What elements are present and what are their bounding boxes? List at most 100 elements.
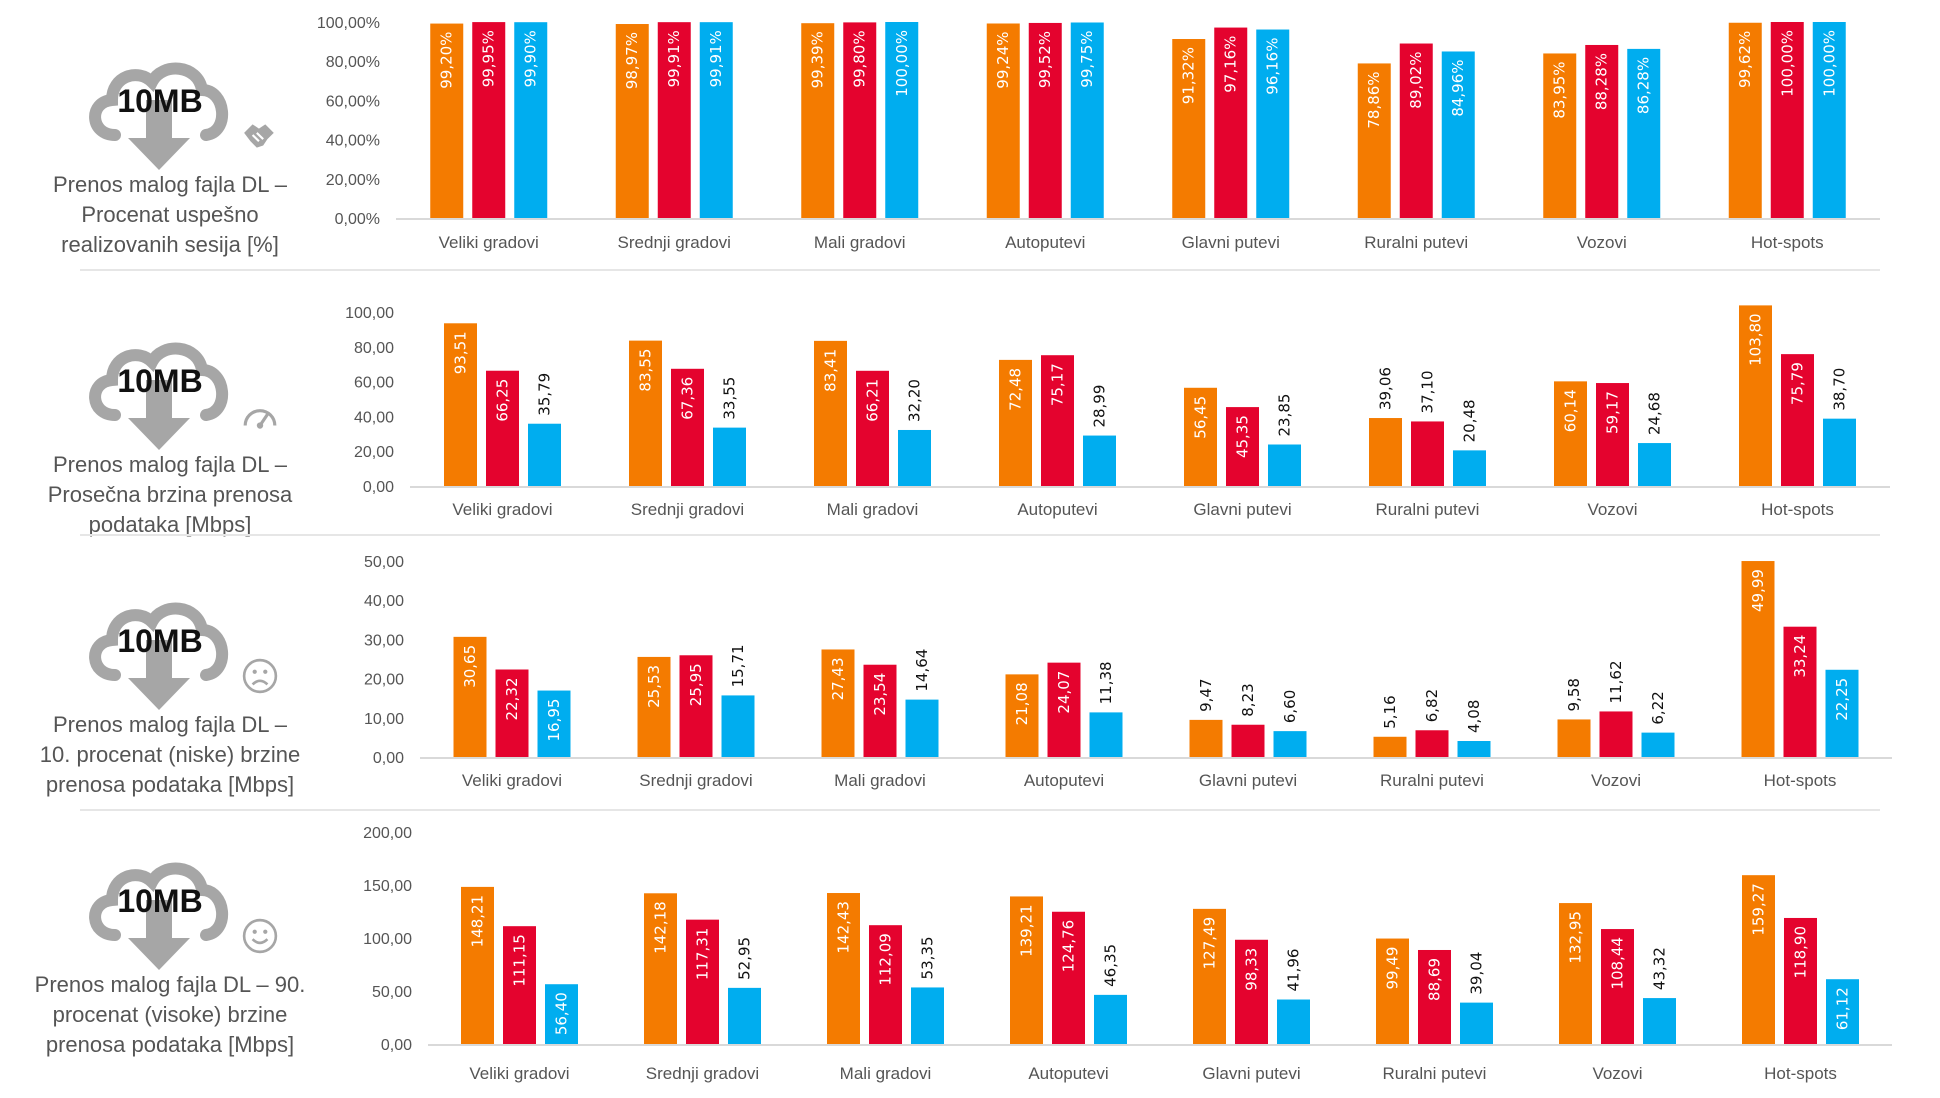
bar	[1770, 22, 1804, 218]
file-size-badge: 10MB	[117, 363, 202, 399]
data-label: 118,90	[1792, 926, 1810, 979]
bar	[430, 23, 464, 219]
chart-title-line: Prenos malog fajla DL –	[53, 712, 287, 737]
data-label: 46,35	[1102, 944, 1120, 987]
row-separator	[80, 809, 1880, 811]
y-tick-label: 0,00%	[335, 211, 380, 228]
data-label: 96,16%	[1264, 38, 1282, 95]
bar	[453, 636, 487, 757]
bar	[1739, 305, 1772, 486]
y-tick-label: 30,00	[364, 632, 404, 649]
bar	[1273, 731, 1307, 757]
y-tick-label: 150,00	[363, 878, 412, 895]
bar	[905, 699, 939, 757]
data-label: 9,47	[1197, 678, 1215, 711]
bar	[869, 925, 902, 1044]
data-label: 99,24%	[994, 31, 1012, 88]
bar	[1231, 724, 1265, 757]
y-tick-label: 10,00	[364, 711, 404, 728]
bar	[1784, 917, 1817, 1044]
data-label: 37,10	[1419, 370, 1437, 413]
category-label: Vozovi	[1592, 1064, 1642, 1083]
bar	[1193, 908, 1226, 1044]
data-label: 84,96%	[1449, 59, 1467, 116]
data-label: 97,16%	[1222, 36, 1240, 93]
cloud-download-icon: 10MB	[89, 62, 228, 170]
category-label: Ruralni putevi	[1380, 771, 1484, 790]
data-label: 142,18	[652, 901, 670, 954]
bar	[1638, 443, 1671, 486]
bar	[1627, 48, 1661, 218]
y-tick-label: 0,00	[381, 1037, 412, 1054]
bar	[898, 429, 931, 486]
data-label: 142,43	[835, 901, 853, 954]
data-label: 41,96	[1285, 949, 1303, 992]
data-label: 78,86%	[1365, 71, 1383, 128]
category-label: Glavni putevi	[1199, 771, 1297, 790]
data-label: 83,95%	[1551, 61, 1569, 118]
chart-legend-panel: 10MB Prenos malog fajla DL – Prosečna brz…	[20, 320, 320, 540]
data-label: 112,09	[877, 933, 895, 986]
data-label: 23,54	[871, 673, 889, 716]
category-label: Hot-spots	[1761, 500, 1834, 519]
data-label: 98,97%	[623, 32, 641, 89]
data-label: 25,95	[687, 663, 705, 706]
cloud-download-icon: 10MB	[89, 862, 228, 970]
data-label: 108,44	[1609, 937, 1627, 990]
data-label: 89,02%	[1407, 52, 1425, 109]
data-label: 52,95	[736, 937, 754, 980]
bar	[1457, 741, 1491, 757]
data-label: 11,38	[1097, 661, 1115, 704]
bar	[1559, 903, 1592, 1044]
bar	[911, 987, 944, 1044]
data-label: 60,14	[1562, 389, 1580, 432]
y-tick-label: 100,00%	[317, 15, 380, 32]
bar	[801, 23, 835, 218]
data-label: 83,55	[637, 349, 655, 392]
bar	[1599, 711, 1633, 757]
data-label: 99,90%	[522, 30, 540, 87]
category-label: Ruralni putevi	[1376, 500, 1480, 519]
data-label: 39,04	[1468, 952, 1486, 995]
bar	[1226, 407, 1259, 486]
y-tick-label: 200,00	[363, 825, 412, 842]
data-label: 127,49	[1201, 917, 1219, 970]
y-tick-label: 40,00	[354, 409, 394, 426]
data-label: 43,32	[1651, 947, 1669, 990]
category-label: Autoputevi	[1017, 500, 1097, 519]
bar	[1089, 712, 1123, 757]
data-label: 25,53	[645, 665, 663, 708]
chart-legend-panel: 10MB Prenos malog fajla DL – Procenat usp…	[20, 40, 320, 260]
data-label: 28,99	[1091, 385, 1109, 428]
category-label: Veliki gradovi	[462, 771, 562, 790]
chart-title-line: prenosa podataka [Mbps]	[45, 772, 295, 797]
bar	[986, 23, 1020, 219]
data-label: 99,80%	[851, 30, 869, 87]
bar	[1256, 29, 1290, 219]
bar	[1643, 998, 1676, 1044]
bar	[1094, 994, 1127, 1044]
y-tick-label: 40,00	[364, 593, 404, 610]
bar	[1172, 39, 1206, 218]
chart-title-line: prenosa podataka [Mbps]	[45, 1032, 295, 1057]
bar	[1554, 381, 1587, 486]
data-label: 6,22	[1649, 691, 1667, 724]
category-label: Autoputevi	[1024, 771, 1104, 790]
category-label: Vozovi	[1577, 233, 1627, 252]
data-label: 14,64	[913, 649, 931, 692]
category-label: Veliki gradovi	[469, 1064, 569, 1083]
bar	[1441, 51, 1475, 219]
bar	[545, 984, 578, 1044]
bar	[472, 22, 506, 219]
category-label: Hot-spots	[1751, 233, 1824, 252]
bar	[629, 340, 662, 486]
data-label: 75,79	[1789, 362, 1807, 405]
data-label: 159,27	[1750, 883, 1768, 936]
data-label: 59,17	[1604, 391, 1622, 434]
bar	[1047, 662, 1081, 757]
bar	[671, 368, 704, 486]
bar	[1460, 1002, 1493, 1044]
y-tick-label: 20,00	[354, 444, 394, 461]
category-label: Hot-spots	[1764, 1064, 1837, 1083]
data-label: 88,69	[1426, 958, 1444, 1001]
